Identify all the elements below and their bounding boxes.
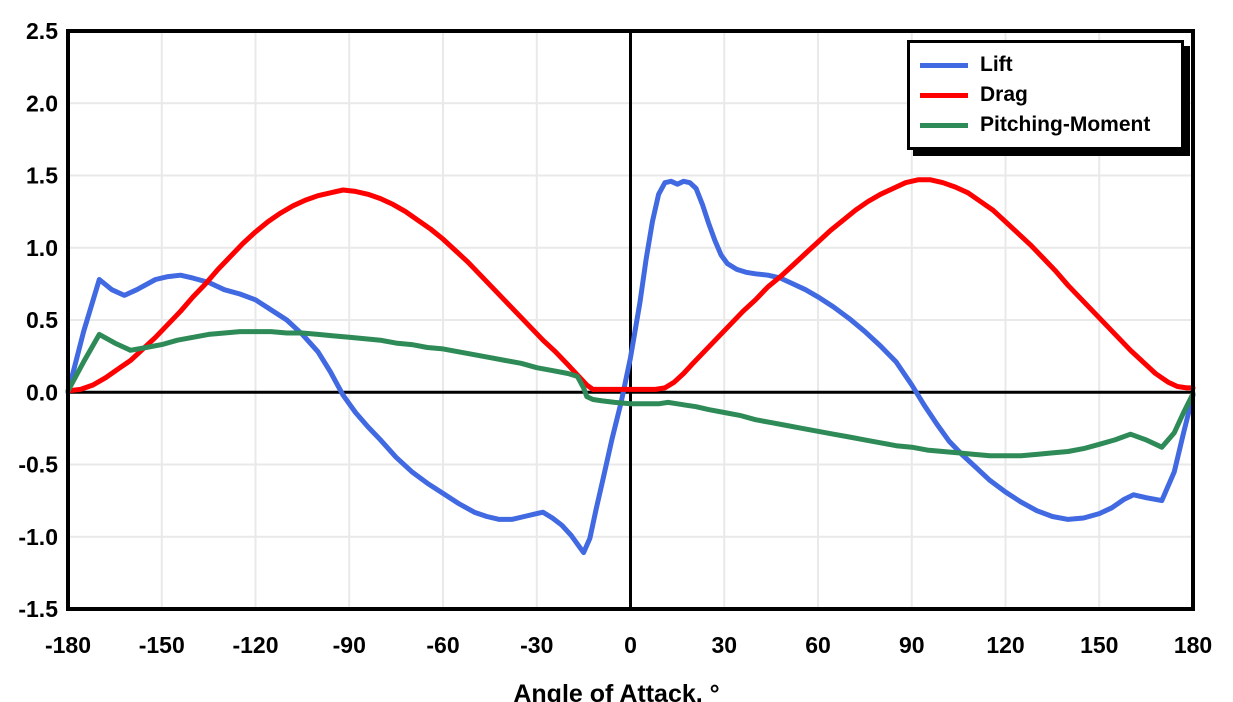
legend-item-lift: Lift	[910, 53, 1181, 77]
x-tick-label: 180	[1174, 632, 1212, 658]
y-tick-label: -0.5	[18, 452, 58, 478]
legend-label-lift: Lift	[980, 53, 1013, 76]
y-tick-label: 1.5	[26, 163, 58, 189]
x-tick-label: -60	[426, 632, 459, 658]
x-tick-label: -30	[520, 632, 553, 658]
x-tick-label: -150	[139, 632, 185, 658]
y-tick-label: -1.0	[18, 524, 58, 550]
x-tick-label: -90	[333, 632, 366, 658]
drag-line-swatch	[920, 92, 968, 98]
legend: Lift Drag Pitching-Moment	[907, 40, 1184, 150]
x-tick-label: 150	[1080, 632, 1118, 658]
x-tick-label: -180	[45, 632, 91, 658]
x-tick-label: 0	[624, 632, 637, 658]
y-tick-label: -1.5	[18, 596, 58, 622]
x-axis-title: Angle of Attack, °	[513, 680, 720, 702]
pitching-moment-line-swatch	[920, 122, 968, 128]
drag-series-line	[65, 177, 1196, 394]
legend-label-pitching-moment: Pitching-Moment	[980, 113, 1151, 136]
legend-label-drag: Drag	[980, 83, 1028, 106]
y-tick-label: 0.5	[26, 307, 58, 333]
x-tick-label: -120	[232, 632, 278, 658]
y-tick-label: 2.5	[26, 18, 58, 44]
y-tick-label: 2.0	[26, 90, 58, 116]
y-tick-label: 0.0	[26, 379, 58, 405]
x-tick-label: 120	[986, 632, 1024, 658]
pitching-moment-series-line	[65, 329, 1196, 459]
legend-item-pitching-moment: Pitching-Moment	[910, 113, 1181, 137]
plot-border	[66, 29, 1195, 611]
x-tick-label: 60	[805, 632, 831, 658]
legend-item-drag: Drag	[910, 83, 1181, 107]
x-tick-label: 30	[711, 632, 737, 658]
lift-line-swatch	[920, 62, 968, 68]
x-tick-label: 90	[899, 632, 925, 658]
y-tick-label: 1.0	[26, 235, 58, 261]
